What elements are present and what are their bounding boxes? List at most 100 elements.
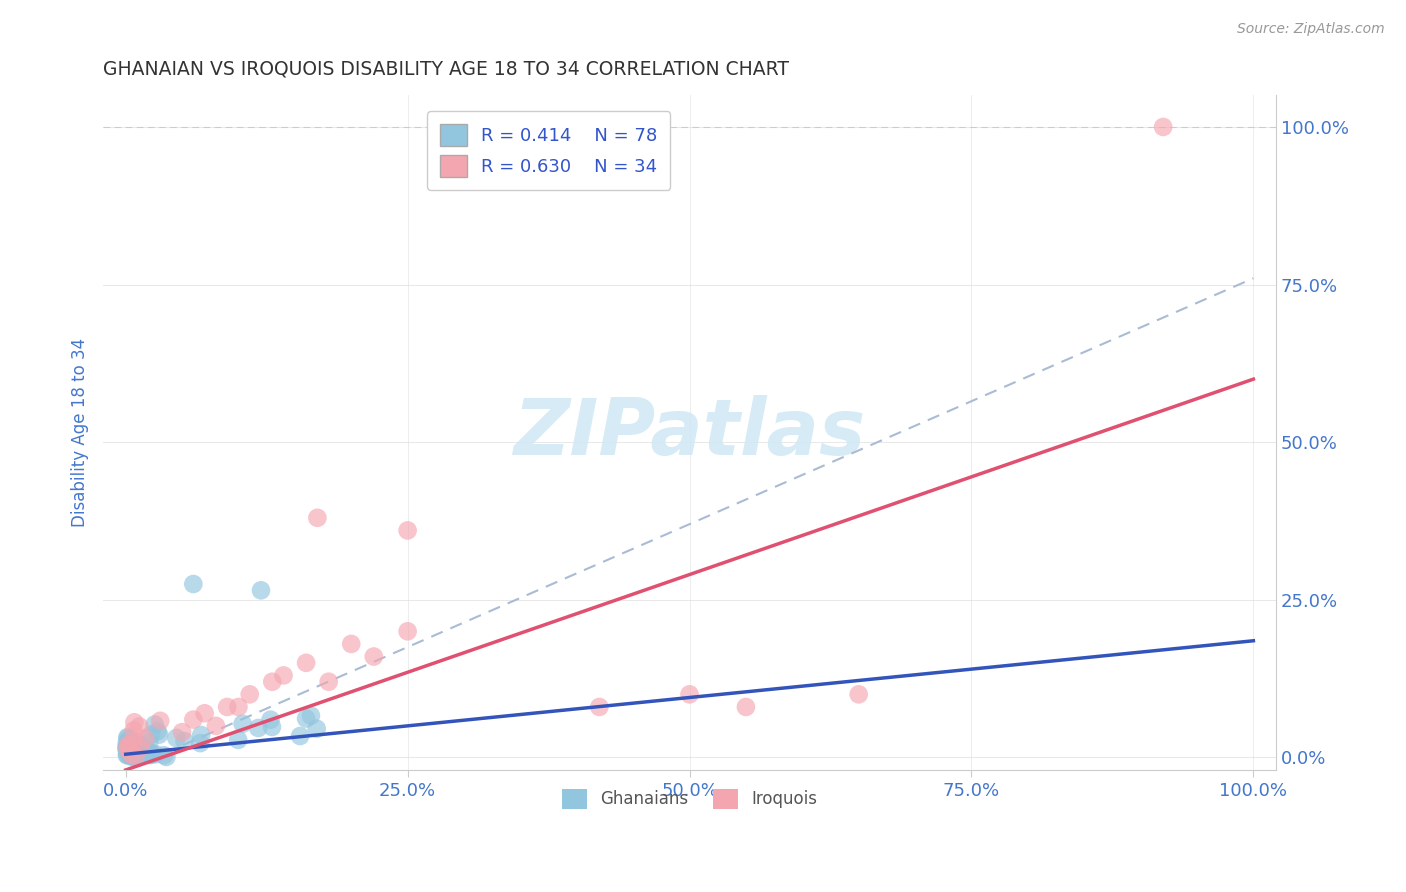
Point bbox=[363, 649, 385, 664]
Point bbox=[120, 745, 142, 759]
Point bbox=[128, 719, 150, 733]
Point bbox=[205, 719, 228, 733]
Point bbox=[396, 524, 419, 538]
Point bbox=[183, 713, 205, 727]
Point bbox=[141, 746, 163, 760]
Point bbox=[120, 747, 142, 762]
Point bbox=[122, 750, 145, 764]
Point bbox=[299, 708, 322, 723]
Point bbox=[136, 744, 159, 758]
Point bbox=[149, 714, 172, 728]
Point bbox=[141, 747, 163, 762]
Text: GHANAIAN VS IROQUOIS DISABILITY AGE 18 TO 34 CORRELATION CHART: GHANAIAN VS IROQUOIS DISABILITY AGE 18 T… bbox=[103, 60, 789, 78]
Point bbox=[124, 743, 146, 757]
Point bbox=[135, 747, 157, 762]
Point bbox=[124, 746, 146, 760]
Point bbox=[262, 674, 284, 689]
Point bbox=[118, 738, 141, 752]
Point bbox=[115, 747, 138, 762]
Point bbox=[125, 745, 148, 759]
Point bbox=[165, 731, 187, 745]
Point bbox=[288, 729, 311, 743]
Point bbox=[124, 749, 146, 764]
Point bbox=[228, 700, 250, 714]
Point bbox=[318, 674, 340, 689]
Point bbox=[118, 739, 141, 754]
Point bbox=[146, 724, 169, 739]
Text: Source: ZipAtlas.com: Source: ZipAtlas.com bbox=[1237, 22, 1385, 37]
Point bbox=[131, 744, 153, 758]
Point bbox=[129, 747, 152, 762]
Point bbox=[217, 700, 239, 714]
Point bbox=[226, 733, 249, 747]
Point bbox=[134, 731, 156, 746]
Point bbox=[190, 728, 212, 742]
Point bbox=[273, 668, 295, 682]
Point bbox=[115, 735, 138, 749]
Point bbox=[122, 723, 145, 738]
Point bbox=[260, 720, 283, 734]
Point bbox=[305, 722, 328, 736]
Point bbox=[127, 745, 149, 759]
Point bbox=[183, 577, 205, 591]
Point bbox=[122, 747, 145, 762]
Point bbox=[848, 687, 870, 701]
Point bbox=[259, 713, 281, 727]
Point bbox=[117, 731, 139, 746]
Point bbox=[122, 749, 145, 764]
Point bbox=[117, 739, 139, 754]
Point bbox=[170, 725, 193, 739]
Point bbox=[173, 734, 195, 748]
Point bbox=[115, 742, 138, 756]
Point bbox=[121, 735, 143, 749]
Point bbox=[148, 728, 170, 742]
Point bbox=[678, 687, 700, 701]
Point bbox=[735, 700, 758, 714]
Point bbox=[117, 748, 139, 763]
Point bbox=[153, 748, 176, 763]
Point bbox=[295, 711, 318, 725]
Point bbox=[122, 748, 145, 763]
Point bbox=[118, 747, 141, 762]
Point bbox=[295, 656, 318, 670]
Point bbox=[143, 717, 166, 731]
Point bbox=[138, 735, 160, 749]
Point bbox=[121, 743, 143, 757]
Point bbox=[118, 732, 141, 747]
Point bbox=[124, 733, 146, 747]
Point bbox=[115, 739, 138, 753]
Point bbox=[129, 742, 152, 756]
Point bbox=[117, 742, 139, 756]
Point bbox=[121, 748, 143, 763]
Point bbox=[134, 742, 156, 756]
Point bbox=[1152, 120, 1174, 134]
Point bbox=[128, 747, 150, 762]
Y-axis label: Disability Age 18 to 34: Disability Age 18 to 34 bbox=[72, 338, 89, 527]
Point bbox=[120, 749, 142, 764]
Point bbox=[127, 746, 149, 760]
Point bbox=[247, 721, 270, 735]
Point bbox=[121, 739, 143, 754]
Point bbox=[124, 742, 146, 756]
Point bbox=[396, 624, 419, 639]
Point bbox=[115, 741, 138, 756]
Point bbox=[117, 743, 139, 757]
Point bbox=[340, 637, 363, 651]
Point bbox=[155, 750, 177, 764]
Point bbox=[129, 749, 152, 764]
Point bbox=[127, 749, 149, 764]
Point bbox=[125, 748, 148, 763]
Point bbox=[117, 739, 139, 754]
Point bbox=[127, 748, 149, 763]
Point bbox=[588, 700, 610, 714]
Point bbox=[128, 738, 150, 752]
Point bbox=[115, 743, 138, 757]
Point bbox=[124, 715, 146, 730]
Point bbox=[139, 728, 162, 742]
Point bbox=[194, 706, 217, 721]
Point bbox=[250, 583, 273, 598]
Point bbox=[117, 731, 139, 745]
Point bbox=[145, 747, 167, 761]
Point bbox=[131, 739, 153, 753]
Point bbox=[129, 740, 152, 755]
